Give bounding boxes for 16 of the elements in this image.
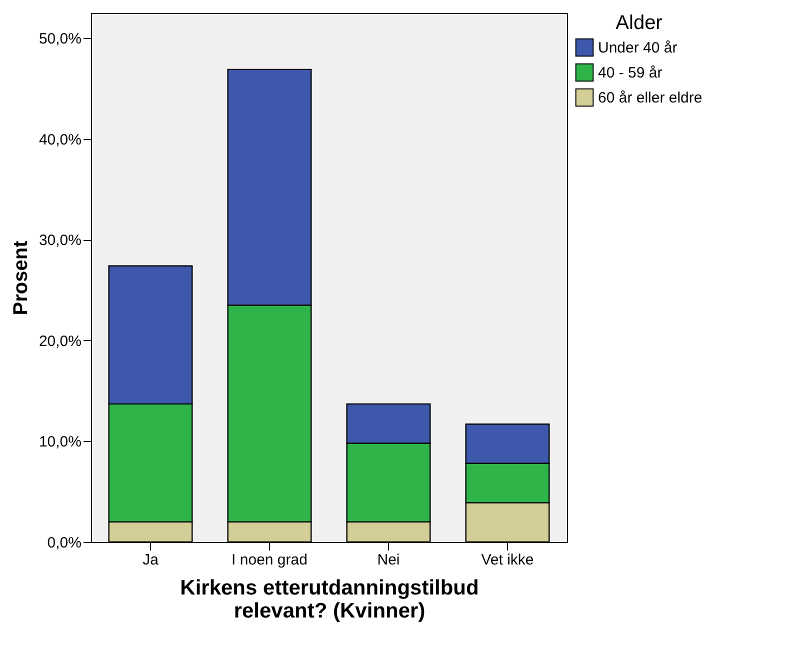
x-tick-label: I noen grad (232, 552, 308, 568)
x-tick-label: Ja (142, 552, 160, 568)
y-tick-label: 20,0% (38, 332, 82, 350)
y-tick-label: 10,0% (38, 434, 82, 451)
legend-title: Alder (616, 12, 663, 34)
y-tick-label: 40,0% (38, 131, 82, 148)
y-tick-label: 0,0% (47, 534, 82, 552)
x-tick-label: Nei (377, 552, 400, 568)
y-axis-title: Prosent (10, 240, 32, 316)
y-tick-label: 50,0% (38, 30, 82, 48)
x-tick-label: Vet ikke (481, 552, 534, 568)
y-tick-label: 30,0% (38, 232, 82, 250)
legend-label: 40 - 59 år (598, 64, 662, 82)
x-axis-title: Kirkens etterutdanningstilbud relevant? (Kvinner) (180, 576, 479, 622)
legend-label: 60 år eller eldre (598, 90, 702, 106)
legend-label: Under 40 år (598, 40, 678, 56)
